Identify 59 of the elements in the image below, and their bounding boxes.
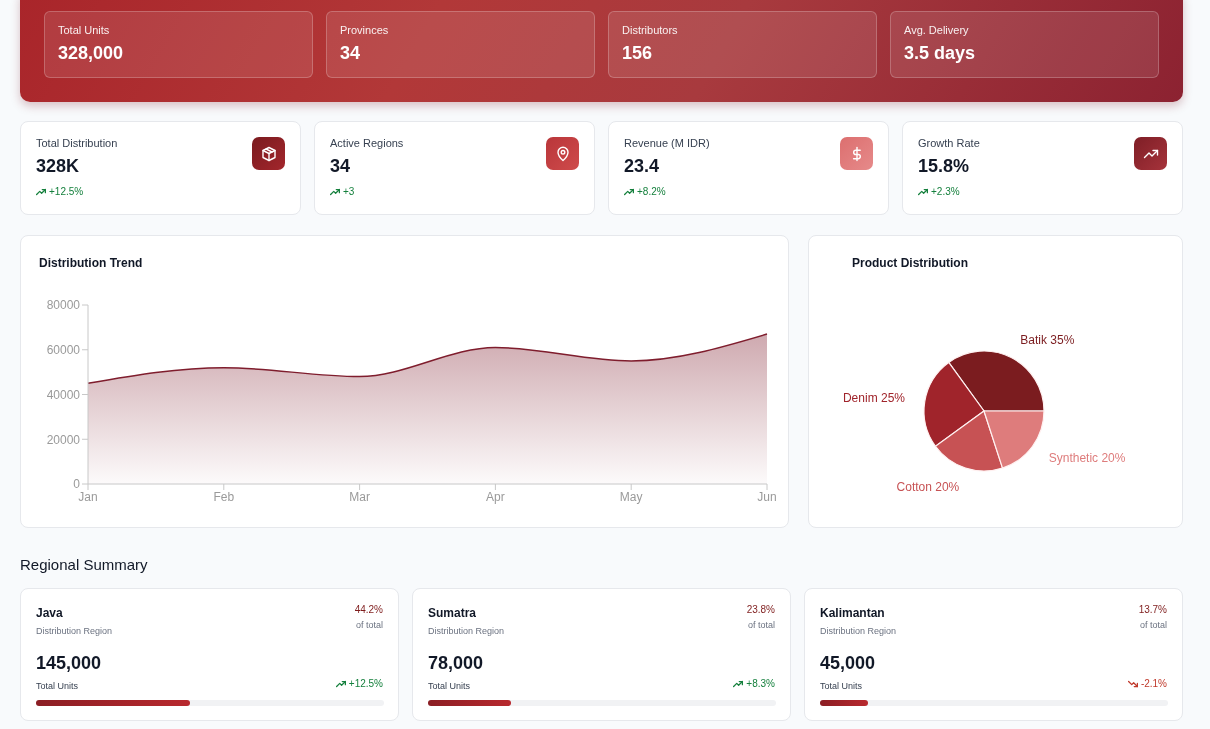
x-tick-label: Apr	[486, 489, 505, 504]
text: 15.8%	[918, 156, 970, 176]
data-label: 13.7%	[1138, 604, 1167, 615]
text: of total	[1139, 620, 1167, 630]
text: +8.3%	[746, 678, 775, 689]
chart-title: Product Distribution	[852, 256, 968, 270]
text: +3	[343, 186, 355, 197]
y-tick-label: 0	[73, 477, 81, 492]
text: 34	[330, 156, 351, 176]
text: 328K	[36, 156, 80, 176]
category-label: Active Regions	[330, 137, 404, 149]
text: 34	[340, 43, 361, 63]
x-tick-label: Jan	[78, 489, 98, 504]
slice-label: Synthetic 20%	[1048, 451, 1126, 466]
text: +12.5%	[348, 678, 383, 689]
text: +8.2%	[637, 186, 666, 197]
y-tick-label: 80000	[46, 298, 81, 313]
text: -2.1%	[1140, 678, 1167, 689]
text: 156	[622, 43, 653, 63]
data-label: 23.8%	[746, 604, 775, 615]
category-label: Distributors	[622, 24, 678, 36]
category-label: Provinces	[340, 24, 389, 36]
category-label: Java	[36, 606, 63, 620]
slice-label: Batik 35%	[1020, 332, 1075, 347]
category-label: Total Distribution	[36, 137, 118, 149]
slice-label: Denim 25%	[842, 391, 906, 406]
text: Total Units	[820, 681, 863, 691]
text: 328,000	[58, 43, 124, 63]
x-tick-label: Mar	[349, 489, 370, 504]
text: 3.5 days	[904, 43, 976, 63]
text: +12.5%	[49, 186, 84, 197]
text: Total Units	[36, 681, 79, 691]
text: 23.4	[624, 156, 660, 176]
category-label: Total Units	[58, 24, 110, 36]
category-label: Sumatra	[428, 606, 477, 620]
category-label: Kalimantan	[820, 606, 885, 620]
chart-title: Distribution Trend	[39, 256, 143, 270]
x-tick-label: May	[619, 489, 643, 504]
x-tick-label: Jun	[757, 489, 777, 504]
text: Distribution Region	[820, 626, 897, 636]
text: 45,000	[820, 653, 876, 673]
y-tick-label: 60000	[46, 343, 81, 358]
y-tick-label: 20000	[46, 432, 81, 447]
text: +2.3%	[931, 186, 960, 197]
x-tick-label: Feb	[213, 489, 235, 504]
text: of total	[355, 620, 383, 630]
y-tick-label: 40000	[46, 387, 81, 402]
text: Total Units	[428, 681, 471, 691]
text: 145,000	[36, 653, 102, 673]
text: of total	[747, 620, 775, 630]
text: Distribution Region	[428, 626, 505, 636]
category-label: Avg. Delivery	[904, 24, 969, 36]
data-label: 44.2%	[354, 604, 383, 615]
slice-label: Cotton 20%	[896, 480, 960, 495]
text: Distribution Region	[36, 626, 113, 636]
text: 78,000	[428, 653, 484, 673]
category-label: Revenue (M IDR)	[624, 137, 710, 149]
category-label: Growth Rate	[918, 137, 980, 149]
text: Regional Summary	[20, 556, 148, 573]
